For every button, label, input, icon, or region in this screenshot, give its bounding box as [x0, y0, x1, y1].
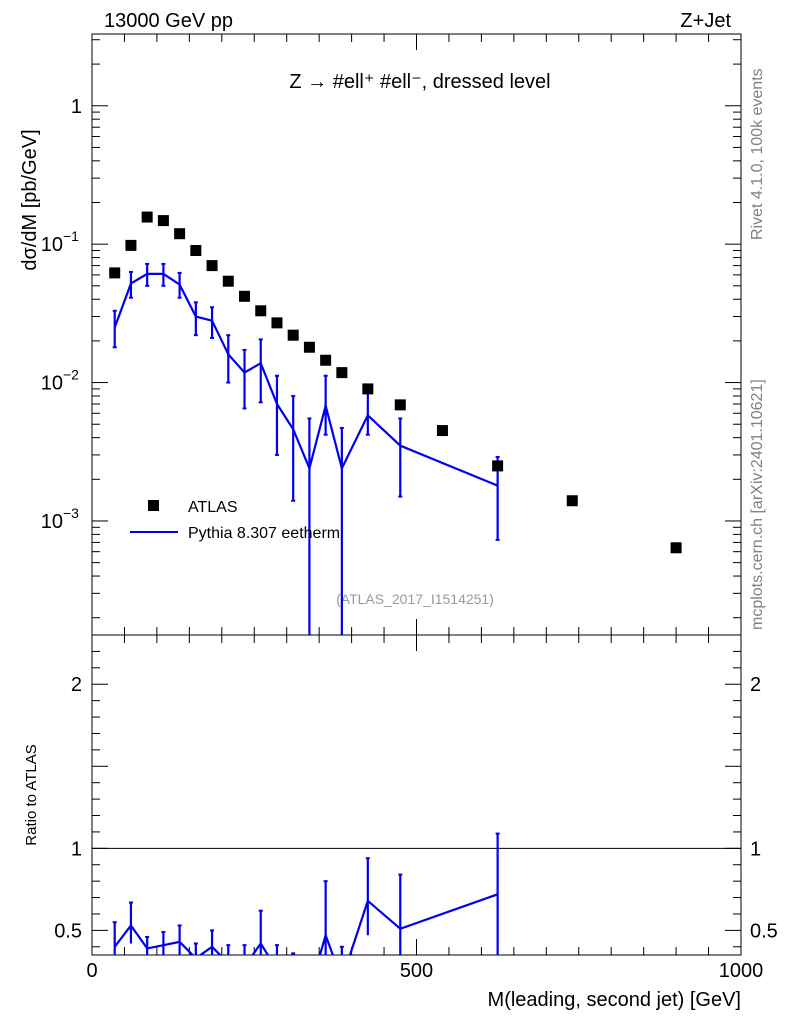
ratio-y-tick-label-right: 0.5 [750, 920, 778, 942]
atlas-data-point [109, 267, 121, 279]
atlas-data-point [394, 399, 406, 411]
x-tick-label: 0 [86, 960, 97, 982]
x-tick-labels: 0 500 1000 [86, 960, 763, 982]
atlas-data-point [125, 239, 137, 251]
main-panel-frame [91, 33, 742, 636]
ratio-y-tick-label-right: 1 [750, 838, 761, 860]
analysis-watermark: (ATLAS_2017_I1514251) [336, 591, 494, 607]
atlas-data-point [206, 260, 218, 272]
atlas-data-point [287, 329, 299, 341]
atlas-data-point [174, 228, 186, 240]
legend-atlas-marker [148, 500, 159, 511]
ratio-y-tick-label-right: 2 [750, 674, 761, 696]
atlas-data-point [436, 425, 448, 437]
atlas-data-point [190, 244, 202, 256]
atlas-data-point [670, 542, 682, 554]
atlas-data-point [271, 317, 283, 329]
mc-line [113, 272, 499, 487]
main-y-tick-label: 1 [71, 96, 82, 118]
ratio-mc-line [113, 893, 498, 955]
atlas-data-point [157, 215, 169, 227]
atlas-series-main [109, 211, 682, 554]
legend: ATLAS Pythia 8.307 eetherm [130, 499, 340, 542]
main-y-tick-label: 10 [41, 511, 63, 533]
atlas-data-point [239, 290, 251, 302]
header-energy-label: 13000 GeV pp [104, 10, 233, 32]
atlas-data-point [336, 367, 348, 379]
main-y-tick-label: 10 [41, 234, 63, 256]
main-y-tick-label: 10 [41, 373, 63, 395]
mcplots-label: mcplots.cern.ch [arXiv:2401.10621] [749, 379, 766, 630]
x-axis-label: M(leading, second jet) [GeV] [488, 989, 741, 1011]
atlas-data-point [255, 305, 267, 317]
atlas-data-point [303, 341, 315, 353]
atlas-data-point [222, 275, 234, 287]
main-axis-ticks [91, 34, 742, 635]
atlas-data-point [141, 211, 153, 223]
main-y-tick-labels: 110−110−210−3 [41, 96, 82, 533]
header-process-label: Z+Jet [680, 10, 731, 32]
plot-title: Z → #ell⁺ #ell⁻, dressed level [289, 71, 550, 93]
mc-series-main [112, 262, 500, 635]
ratio-y-tick-labels: 0.5 0.5 1 1 2 2 [54, 674, 778, 942]
atlas-data-point [362, 383, 374, 395]
main-y-axis-label: dσ/dM [pb/GeV] [19, 129, 41, 270]
x-tick-label: 500 [400, 960, 433, 982]
legend-mc-label: Pythia 8.307 eetherm [188, 525, 340, 542]
ratio-panel-frame [91, 634, 742, 956]
main-y-tick-exponent: −2 [63, 367, 79, 383]
ratio-y-tick-label-left: 2 [71, 674, 82, 696]
mc-series-ratio [112, 832, 500, 955]
legend-atlas-label: ATLAS [188, 499, 238, 516]
ratio-y-axis-label: Ratio to ATLAS [23, 744, 40, 845]
main-y-tick-exponent: −1 [63, 228, 79, 244]
atlas-data-point [566, 495, 578, 507]
ratio-y-tick-label-left: 0.5 [54, 920, 82, 942]
rivet-version-label: Rivet 4.1.0, 100k events [749, 68, 766, 240]
atlas-data-point [492, 460, 504, 472]
main-y-tick-exponent: −3 [63, 505, 79, 521]
atlas-data-point [320, 354, 332, 366]
ratio-y-tick-label-left: 1 [71, 838, 82, 860]
ratio-axis-ticks [91, 634, 742, 955]
x-tick-label: 1000 [719, 960, 764, 982]
